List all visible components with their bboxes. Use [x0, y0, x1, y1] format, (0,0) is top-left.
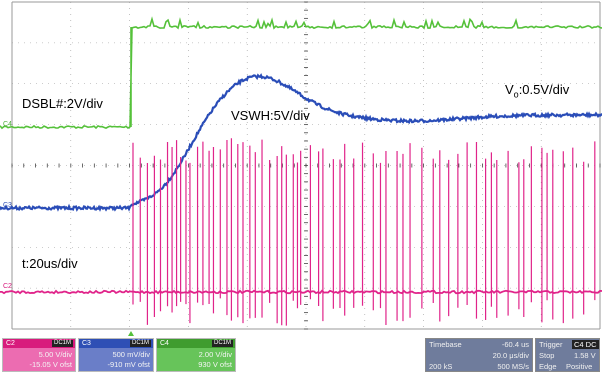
channel-3-scale: 500 mV/div: [112, 350, 150, 359]
channel-4-offset: 930 V ofst: [198, 360, 232, 369]
trigger-position-marker: [128, 331, 134, 336]
timebase-delay: -60.4 us: [501, 340, 529, 349]
channel-3-readout[interactable]: C3 DC1M 500 mV/div -910 mV ofst: [78, 338, 154, 372]
channel-4-scale: 2.00 V/div: [198, 350, 232, 359]
channel-2-marker: C2: [3, 283, 12, 290]
trigger-level: 1.58 V: [574, 351, 596, 360]
channel-4-readout[interactable]: C4 DC1M 2.00 V/div 930 V ofst: [156, 338, 236, 372]
trigger-readout[interactable]: Trigger C4 DC Stop 1.58 V Edge Positive: [535, 338, 600, 372]
dsbl-scale-label: DSBL#:2V/div: [22, 96, 103, 111]
vo-waveform: [0, 73, 602, 212]
vo-scale-label: Vo:0.5V/div: [505, 82, 569, 100]
timebase-label: Timebase: [429, 340, 462, 349]
timebase-samples: 200 kS: [429, 362, 453, 371]
channel-3-marker: C3: [3, 202, 12, 209]
vswh-scale-label: VSWH:5V/div: [231, 108, 310, 123]
trigger-type: Edge: [539, 362, 557, 371]
channel-4-marker: C4: [3, 121, 12, 128]
timebase-per-div: 20.0 μs/div: [492, 351, 529, 360]
timebase-rate: 500 MS/s: [497, 362, 529, 371]
channel-4-id: C4: [160, 340, 169, 347]
channel-2-coupling: DC1M: [51, 340, 73, 347]
vswh-trace: [0, 138, 602, 326]
vo-scale: :0.5V/div: [518, 82, 570, 97]
channel-3-id: C3: [82, 340, 91, 347]
graticule: [11, 1, 601, 330]
timebase-annotation: t:20us/div: [22, 256, 78, 271]
vo-trace: [0, 73, 602, 212]
dsbl-waveform: [0, 16, 602, 130]
channel-4-coupling: DC1M: [211, 340, 233, 347]
status-bar: C2 DC1M 5.00 V/div -15.05 V ofst C3 DC1M 5…: [0, 336, 602, 376]
channel-2-id: C2: [6, 340, 15, 347]
channel-3-coupling: DC1M: [129, 340, 151, 347]
trigger-source: C4 DC: [572, 340, 599, 349]
channel-3-offset: -910 mV ofst: [107, 360, 150, 369]
trigger-slope: Positive: [566, 362, 593, 371]
vo-symbol: V: [505, 82, 514, 97]
channel-2-scale: 5.00 V/div: [38, 350, 72, 359]
channel-2-readout[interactable]: C2 DC1M 5.00 V/div -15.05 V ofst: [2, 338, 76, 372]
channel-2-offset: -15.05 V ofst: [29, 360, 72, 369]
timebase-readout[interactable]: Timebase -60.4 us 20.0 μs/div 200 kS 500…: [425, 338, 533, 372]
trigger-marker-icon: [128, 331, 134, 336]
trigger-mode: Stop: [539, 351, 555, 360]
dsbl-trace: [0, 16, 602, 130]
vo-subscript: o: [513, 89, 519, 100]
oscilloscope-display: [0, 0, 602, 336]
trigger-label: Trigger: [539, 340, 563, 349]
